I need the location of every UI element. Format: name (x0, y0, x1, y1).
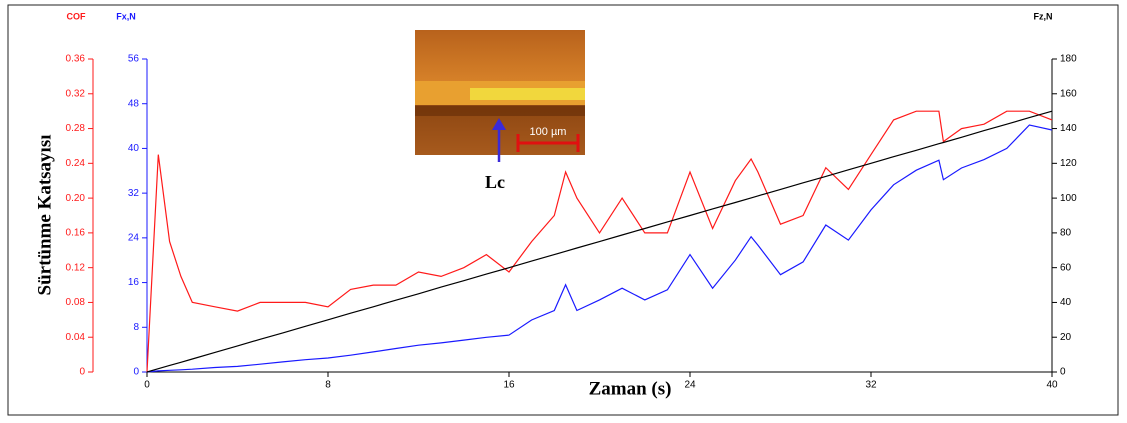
y-tick-label: 56 (128, 54, 140, 65)
y-tick-label: 24 (128, 232, 140, 243)
y-tick-label: 0 (1060, 367, 1066, 378)
y2-unit: Fx,N (116, 11, 136, 21)
y-tick-label: 0.28 (66, 123, 86, 134)
y-tick-label: 40 (1060, 297, 1072, 308)
y-tick-label: 60 (1060, 262, 1072, 273)
y-tick-label: 40 (128, 143, 140, 154)
y-tick-label: 0.16 (66, 228, 86, 239)
x-tick-label: 16 (503, 380, 515, 391)
x-tick-label: 0 (144, 380, 150, 391)
y-tick-label: 100 (1060, 193, 1077, 204)
y-tick-label: 180 (1060, 54, 1077, 65)
y-tick-label: 0.12 (66, 262, 86, 273)
y-tick-label: 0.04 (66, 332, 86, 343)
y3-unit: Fz,N (1034, 11, 1053, 21)
y-tick-label: 16 (128, 277, 140, 288)
chart: 100 µm Lc Sürtünme Katsayısı Zaman (s) C… (0, 0, 1127, 423)
x-tick-label: 32 (865, 380, 877, 391)
marker-label: Lc (485, 172, 505, 192)
x-tick-label: 8 (325, 380, 331, 391)
y-tick-label: 0 (79, 367, 85, 378)
x-tick-label: 24 (684, 380, 696, 391)
y-tick-label: 120 (1060, 158, 1077, 169)
x-axis-title: Zaman (s) (589, 378, 672, 399)
y-tick-label: 32 (128, 188, 140, 199)
data-line (147, 111, 1052, 372)
y-tick-label: 0 (133, 367, 139, 378)
y-tick-label: 48 (128, 98, 140, 109)
y-tick-label: 80 (1060, 228, 1072, 239)
y-tick-label: 0.32 (66, 88, 86, 99)
y-tick-label: 8 (133, 322, 139, 333)
scale-label: 100 µm (530, 126, 567, 138)
y-tick-label: 0.24 (66, 158, 86, 169)
y-tick-label: 160 (1060, 88, 1077, 99)
y-unit: COF (67, 11, 87, 21)
y-tick-label: 0.20 (66, 193, 86, 204)
x-tick-label: 40 (1046, 380, 1058, 391)
y-tick-label: 140 (1060, 123, 1077, 134)
y-tick-label: 20 (1060, 332, 1072, 343)
y-tick-label: 0.08 (66, 297, 86, 308)
y-tick-label: 0.36 (66, 54, 86, 65)
data-line (147, 125, 1052, 372)
y-axis-title: Sürtünme Katsayısı (34, 135, 55, 296)
inset-image: 100 µm Lc (415, 30, 585, 192)
